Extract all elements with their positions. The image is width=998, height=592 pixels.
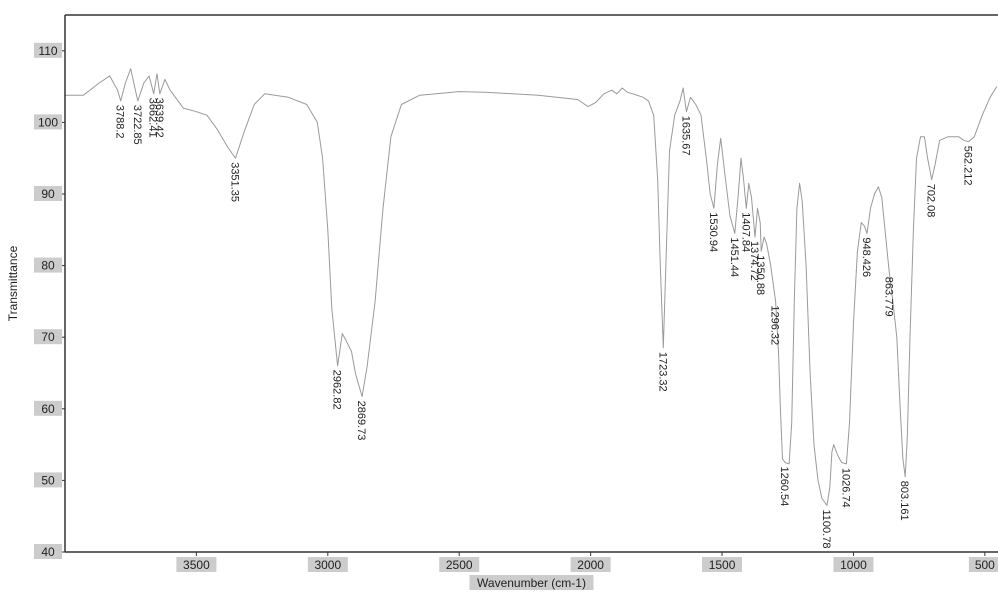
peak-label: 3722.85 [131, 105, 143, 145]
y-axis-title: Transmittance [6, 245, 20, 321]
x-tick-label: 3000 [314, 558, 341, 572]
peak-label: 1296.32 [769, 305, 781, 345]
y-tick-label: 90 [41, 187, 55, 201]
y-tick-label: 110 [38, 44, 57, 58]
plot-area [65, 68, 998, 506]
peak-label: 1530.94 [707, 212, 719, 252]
x-tick-label-bg [570, 557, 611, 572]
x-tick-label: 2000 [577, 558, 604, 572]
spectrum-line [65, 68, 998, 506]
x-tick-label-bg [833, 557, 874, 572]
y-tick-label-bg [34, 544, 62, 559]
peak-label: 562.212 [962, 146, 974, 186]
y-tick-label: 40 [41, 545, 55, 559]
x-tick-label: 500 [975, 558, 995, 572]
y-tick-label: 70 [41, 330, 55, 344]
peak-label: 1350.88 [754, 255, 766, 295]
x-axis-title-background [469, 575, 594, 590]
x-axis-title: Wavenumber (cm-1) [477, 576, 586, 590]
axes: 110 100 90 80 70 60 50 40 3500 3000 2500 2000 1500 10… [34, 14, 998, 572]
y-tick-label: 60 [41, 402, 55, 416]
peak-label: 1635.67 [679, 116, 691, 156]
peak-label: 3351.35 [229, 162, 241, 202]
y-tick-label-bg [34, 186, 62, 201]
peak-label: 1260.54 [778, 467, 790, 507]
x-tick-label-bg [968, 557, 998, 572]
x-tick-label: 1000 [840, 558, 867, 572]
x-tick-label-bg [307, 557, 348, 572]
y-tick-label-bg [34, 114, 62, 130]
y-tick-label: 100 [38, 115, 58, 129]
y-tick-label: 50 [41, 473, 55, 487]
peak-label: 2869.73 [355, 401, 367, 441]
peak-label: 2962.82 [331, 370, 343, 410]
peak-label: 1100.78 [820, 510, 832, 549]
y-tick-label-bg [34, 257, 62, 273]
peak-label: 1407.84 [739, 212, 751, 252]
y-tick-label: 80 [41, 259, 55, 273]
x-tick-label: 1500 [709, 558, 736, 572]
y-tick-label-bg [34, 472, 62, 488]
peak-label: 948.426 [860, 237, 872, 277]
peak-label: 3662.41 [147, 98, 159, 138]
peak-label: 1451.44 [728, 237, 740, 277]
x-tick-label: 3500 [183, 558, 210, 572]
x-tick-label-bg [176, 557, 217, 572]
peak-label: 3788.2 [114, 105, 126, 139]
x-axis-title-group: Wavenumber (cm-1) [469, 575, 594, 590]
peak-label: 1374.72 [748, 241, 760, 281]
peak-label: 863.779 [882, 277, 894, 317]
peak-label: 1026.74 [839, 468, 851, 508]
x-tick-label-bg [439, 557, 480, 572]
y-tick-label-bg [34, 329, 62, 345]
peak-label: 1723.32 [656, 352, 668, 392]
peak-label: 803.161 [898, 481, 910, 521]
axis-labels: Transmittance Wavenumber (cm-1) [6, 245, 594, 590]
y-tick-label-bg [34, 42, 62, 58]
peak-label: 702.08 [925, 184, 937, 218]
x-tick-label: 2500 [446, 558, 473, 572]
x-tick-label-bg [702, 557, 743, 572]
y-tick-label-bg [34, 400, 62, 416]
peak-label: 3639.42 [153, 98, 165, 138]
